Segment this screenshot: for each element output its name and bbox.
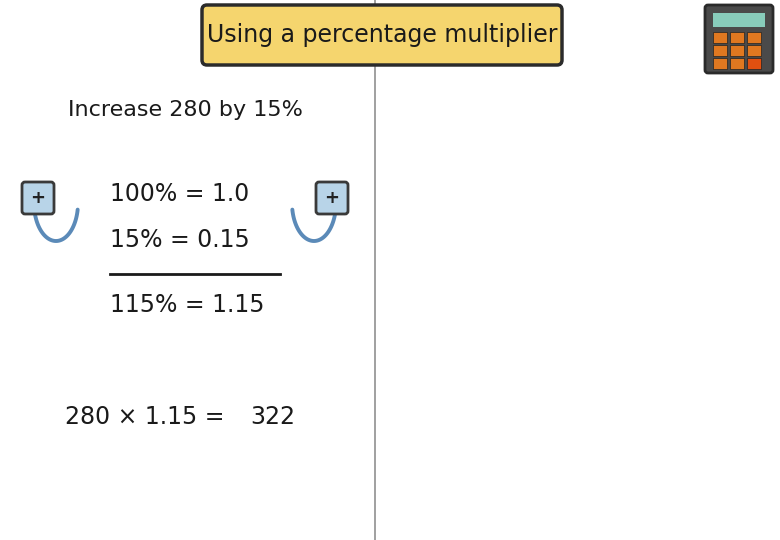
FancyBboxPatch shape (22, 182, 54, 214)
Text: 115% = 1.15: 115% = 1.15 (110, 293, 264, 317)
FancyBboxPatch shape (746, 57, 760, 69)
Text: 100% = 1.0: 100% = 1.0 (110, 182, 250, 206)
FancyBboxPatch shape (316, 182, 348, 214)
FancyBboxPatch shape (712, 57, 726, 69)
Text: 15% = 0.15: 15% = 0.15 (110, 228, 250, 252)
FancyBboxPatch shape (705, 5, 773, 73)
FancyBboxPatch shape (712, 31, 726, 43)
FancyBboxPatch shape (729, 31, 743, 43)
Text: 322: 322 (250, 405, 295, 429)
FancyBboxPatch shape (713, 13, 765, 27)
Text: +: + (30, 189, 45, 207)
FancyBboxPatch shape (746, 44, 760, 56)
Text: Using a percentage multiplier: Using a percentage multiplier (207, 23, 557, 47)
Text: Increase 280 by 15%: Increase 280 by 15% (68, 100, 303, 120)
Text: 280 × 1.15 =: 280 × 1.15 = (65, 405, 225, 429)
FancyBboxPatch shape (746, 31, 760, 43)
FancyBboxPatch shape (729, 57, 743, 69)
FancyBboxPatch shape (729, 44, 743, 56)
Text: +: + (324, 189, 339, 207)
FancyBboxPatch shape (202, 5, 562, 65)
FancyBboxPatch shape (712, 44, 726, 56)
